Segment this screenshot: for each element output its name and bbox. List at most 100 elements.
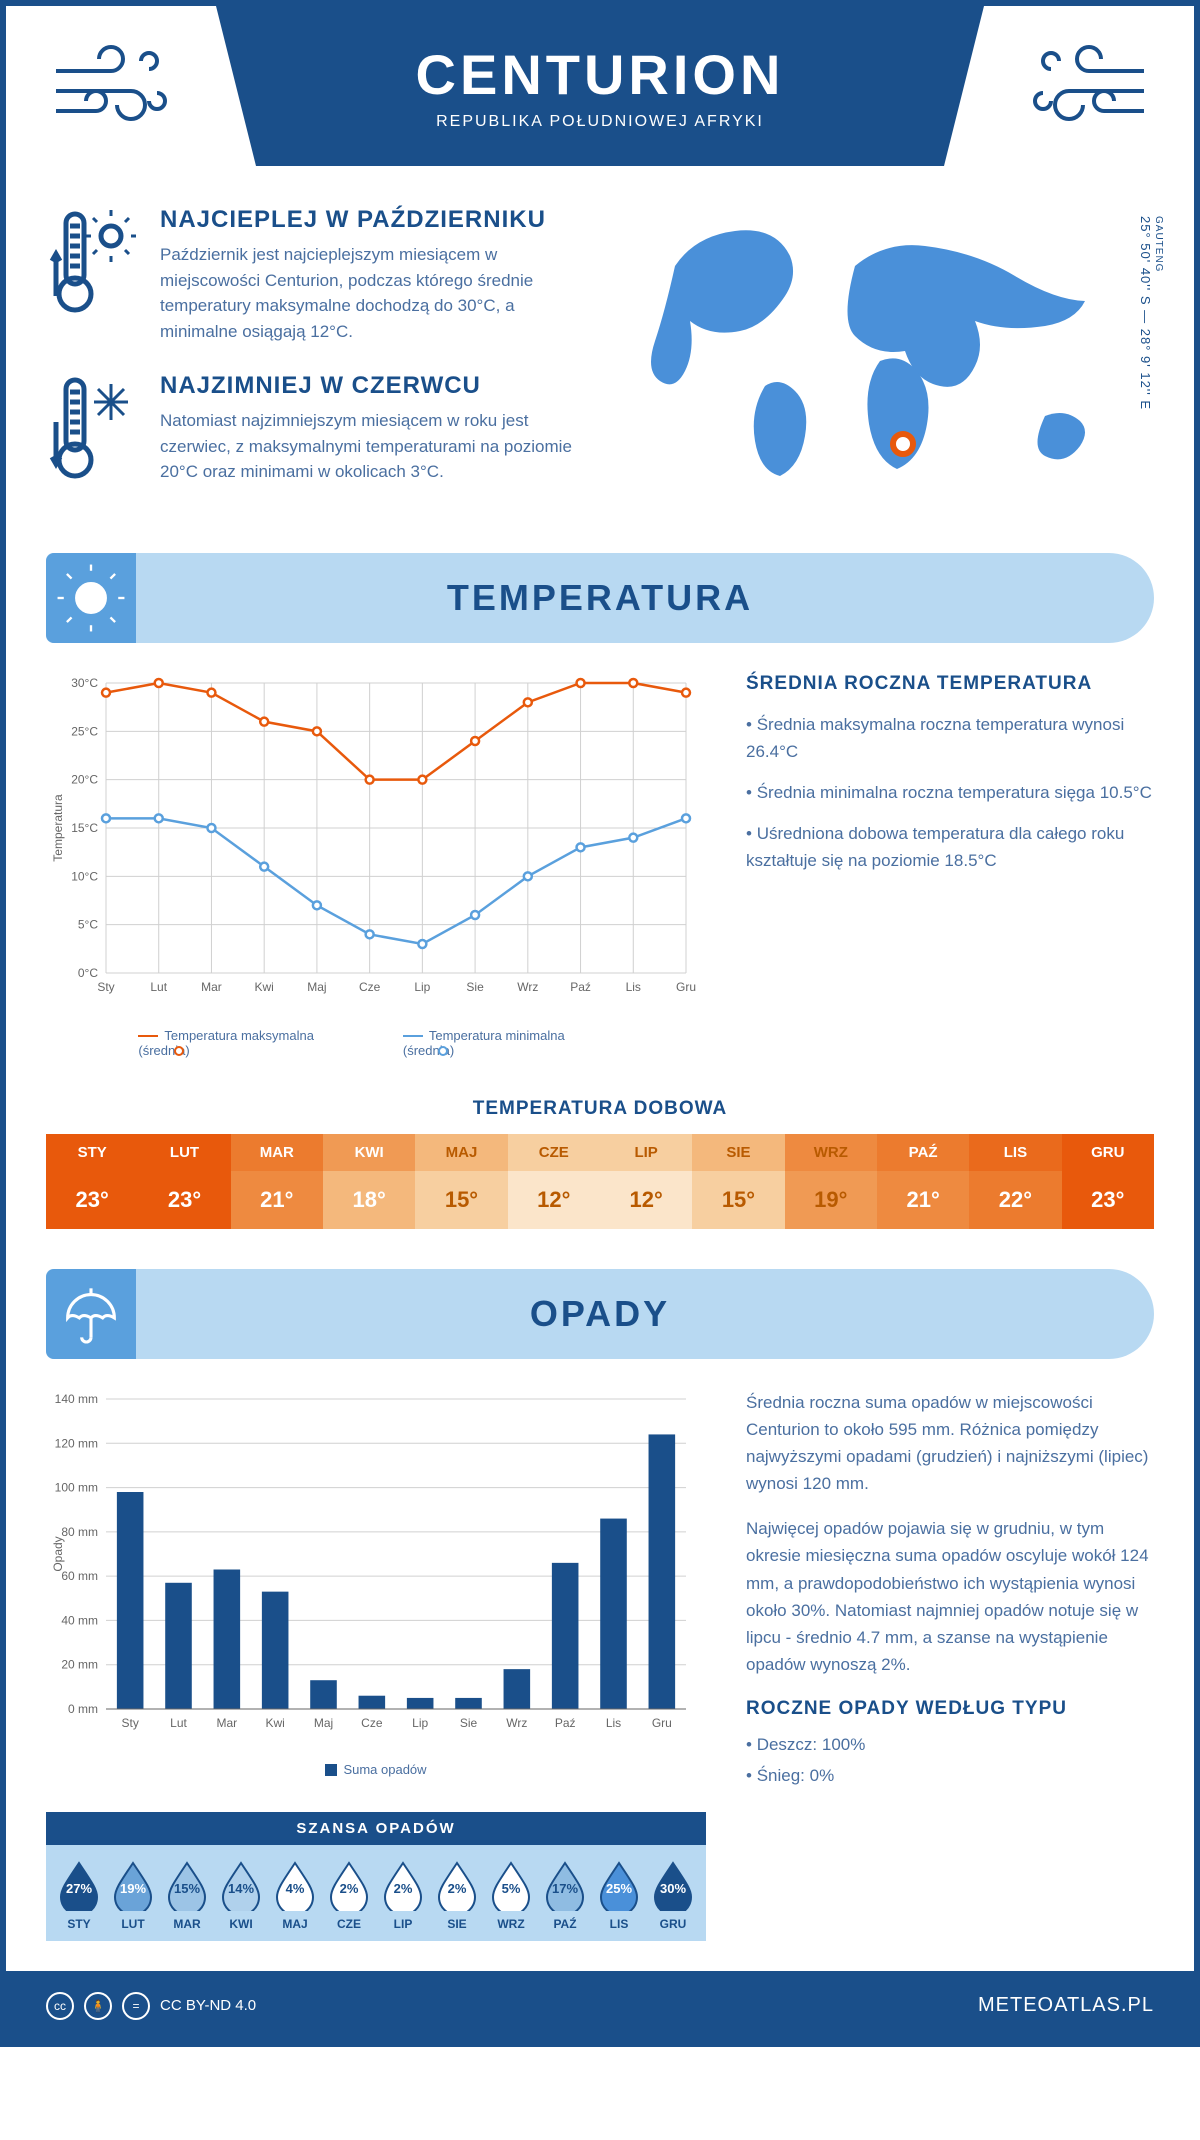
warmest-title: NAJCIEPLEJ W PAŹDZIERNIKU — [160, 206, 586, 234]
thermometer-snow-icon — [46, 372, 136, 482]
svg-text:100 mm: 100 mm — [55, 1480, 98, 1494]
warmest-text: Październik jest najcieplejszym miesiące… — [160, 242, 586, 344]
header-decoration-right — [984, 6, 1194, 166]
wind-icon — [51, 41, 171, 131]
precipitation-chart: 0 mm 20 mm 40 mm 60 mm 80 mm 100 mm 120 mm 140 … — [46, 1389, 706, 1792]
svg-text:Sie: Sie — [466, 980, 484, 994]
coldest-text: Natomiast najzimniejszym miesiącem w rok… — [160, 408, 586, 485]
by-icon: 🧍 — [84, 1992, 112, 2020]
daily-temp-cell: LIP12° — [600, 1134, 692, 1229]
daily-temp-cell: MAJ15° — [415, 1134, 507, 1229]
chance-cell: 25%LIS — [592, 1859, 646, 1931]
chance-cell: 2%SIE — [430, 1859, 484, 1931]
precip-type: Deszcz: 100% — [746, 1730, 1154, 1761]
daily-temp-cell: WRZ19° — [785, 1134, 877, 1229]
cc-icon: cc — [46, 1992, 74, 2020]
daily-temp-title: TEMPERATURA DOBOWA — [6, 1098, 1194, 1120]
chance-cell: 19%LUT — [106, 1859, 160, 1931]
sun-icon — [46, 553, 136, 643]
daily-temp-cell: MAR21° — [231, 1134, 323, 1229]
svg-text:140 mm: 140 mm — [55, 1392, 98, 1406]
thermometer-sun-icon — [46, 206, 136, 316]
daily-temp-cell: STY23° — [46, 1134, 138, 1229]
svg-text:Sie: Sie — [460, 1716, 478, 1730]
site-name: METEOATLAS.PL — [978, 1994, 1154, 2017]
svg-text:Mar: Mar — [216, 1716, 237, 1730]
svg-text:60 mm: 60 mm — [61, 1569, 98, 1583]
precipitation-chance: SZANSA OPADÓW 27%STY19%LUT15%MAR14%KWI4%… — [46, 1812, 706, 1941]
license: cc 🧍 = CC BY-ND 4.0 — [46, 1992, 256, 2020]
temperature-title: TEMPERATURA — [136, 577, 1154, 619]
intro-section: NAJCIEPLEJ W PAŹDZIERNIKU Październik je… — [6, 166, 1194, 533]
wind-icon — [1029, 41, 1149, 131]
daily-temp-cell: PAŹ21° — [877, 1134, 969, 1229]
world-map: GAUTENG 25° 50' 40'' S — 28° 9' 12'' E — [616, 206, 1154, 513]
temperature-band: TEMPERATURA — [46, 553, 1154, 643]
svg-text:80 mm: 80 mm — [61, 1524, 98, 1538]
svg-text:5°C: 5°C — [78, 917, 98, 931]
temperature-summary: ŚREDNIA ROCZNA TEMPERATURA Średnia maksy… — [746, 673, 1154, 1058]
nd-icon: = — [122, 1992, 150, 2020]
info-coldest: NAJZIMNIEJ W CZERWCU Natomiast najzimnie… — [46, 372, 586, 485]
svg-text:Lip: Lip — [412, 1716, 428, 1730]
precip-type: Śnieg: 0% — [746, 1761, 1154, 1792]
svg-text:Wrz: Wrz — [517, 980, 538, 994]
coordinates: GAUTENG 25° 50' 40'' S — 28° 9' 12'' E — [1138, 216, 1164, 410]
info-warmest: NAJCIEPLEJ W PAŹDZIERNIKU Październik je… — [46, 206, 586, 344]
daily-temp-cell: LUT23° — [138, 1134, 230, 1229]
precipitation-title: OPADY — [136, 1293, 1154, 1335]
precipitation-summary: Średnia roczna suma opadów w miejscowośc… — [746, 1389, 1154, 1792]
svg-text:30°C: 30°C — [71, 676, 98, 690]
daily-temp-table: STY23°LUT23°MAR21°KWI18°MAJ15°CZE12°LIP1… — [46, 1134, 1154, 1229]
daily-temp-cell: KWI18° — [323, 1134, 415, 1229]
svg-text:0 mm: 0 mm — [68, 1702, 98, 1716]
daily-temp-cell: GRU23° — [1062, 1134, 1154, 1229]
svg-text:20 mm: 20 mm — [61, 1657, 98, 1671]
chance-cell: 14%KWI — [214, 1859, 268, 1931]
temperature-chart: 0°C5°C10°C15°C20°C25°C30°CStyLutMarKwiMa… — [46, 673, 706, 1058]
svg-text:Sty: Sty — [97, 980, 114, 994]
temperature-legend: Temperatura maksymalna (średnia) Tempera… — [46, 1028, 706, 1058]
svg-text:40 mm: 40 mm — [61, 1613, 98, 1627]
svg-text:Kwi: Kwi — [255, 980, 274, 994]
svg-text:Kwi: Kwi — [265, 1716, 284, 1730]
page-title: CENTURION — [416, 42, 785, 107]
svg-text:10°C: 10°C — [71, 869, 98, 883]
svg-text:Sty: Sty — [121, 1716, 138, 1730]
svg-text:Gru: Gru — [652, 1716, 672, 1730]
daily-temp-cell: CZE12° — [508, 1134, 600, 1229]
svg-text:Lut: Lut — [170, 1716, 187, 1730]
footer: cc 🧍 = CC BY-ND 4.0 METEOATLAS.PL — [6, 1971, 1194, 2041]
chance-cell: 5%WRZ — [484, 1859, 538, 1931]
coldest-title: NAJZIMNIEJ W CZERWCU — [160, 372, 586, 400]
header-decoration-left — [6, 6, 216, 166]
svg-text:Wrz: Wrz — [506, 1716, 527, 1730]
svg-text:15°C: 15°C — [71, 821, 98, 835]
page-subtitle: REPUBLIKA POŁUDNIOWEJ AFRYKI — [416, 113, 785, 131]
header: CENTURION REPUBLIKA POŁUDNIOWEJ AFRYKI — [6, 6, 1194, 166]
svg-text:Paź: Paź — [555, 1716, 576, 1730]
daily-temp-cell: SIE15° — [692, 1134, 784, 1229]
svg-text:Maj: Maj — [307, 980, 326, 994]
chance-cell: 30%GRU — [646, 1859, 700, 1931]
summary-bullet: Średnia maksymalna roczna temperatura wy… — [746, 711, 1154, 765]
chance-cell: 15%MAR — [160, 1859, 214, 1931]
svg-text:Lip: Lip — [414, 980, 430, 994]
summary-bullet: Średnia minimalna roczna temperatura się… — [746, 779, 1154, 806]
svg-text:20°C: 20°C — [71, 772, 98, 786]
title-block: CENTURION REPUBLIKA POŁUDNIOWEJ AFRYKI — [416, 42, 785, 131]
svg-text:Cze: Cze — [359, 980, 381, 994]
svg-text:Lis: Lis — [606, 1716, 621, 1730]
svg-text:120 mm: 120 mm — [55, 1436, 98, 1450]
chance-cell: 4%MAJ — [268, 1859, 322, 1931]
chance-cell: 27%STY — [52, 1859, 106, 1931]
svg-text:Lis: Lis — [626, 980, 641, 994]
svg-text:Paź: Paź — [570, 980, 591, 994]
svg-text:Mar: Mar — [201, 980, 222, 994]
svg-text:Opady: Opady — [51, 1536, 65, 1571]
svg-text:25°C: 25°C — [71, 724, 98, 738]
chance-cell: 2%LIP — [376, 1859, 430, 1931]
precipitation-band: OPADY — [46, 1269, 1154, 1359]
svg-text:Cze: Cze — [361, 1716, 383, 1730]
chance-cell: 17%PAŹ — [538, 1859, 592, 1931]
